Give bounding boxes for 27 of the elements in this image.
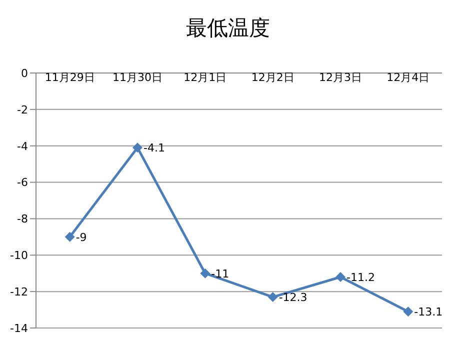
y-tick-label: -6 [17, 176, 28, 190]
x-tick-label: 12月3日 [319, 71, 362, 84]
x-tick-label: 12月2日 [251, 71, 294, 84]
data-label: -13.1 [414, 306, 443, 319]
x-tick-label: 11月29日 [44, 71, 95, 84]
y-tick-label: 0 [21, 66, 28, 80]
data-label: -4.1 [144, 142, 165, 155]
data-label: -11 [211, 267, 230, 280]
x-tick-label: 12月1日 [184, 71, 227, 84]
y-tick-label: -12 [10, 285, 28, 298]
y-tick-label: -14 [10, 322, 28, 335]
data-label: -11.2 [346, 270, 375, 284]
x-tick-label: 12月4日 [386, 71, 430, 84]
point [64, 232, 75, 242]
x-tick-label: 11月30日 [112, 71, 162, 84]
chart-title: 最低温度 [185, 15, 271, 42]
point [403, 306, 414, 317]
y-tick-label: -2 [17, 103, 28, 116]
point [132, 142, 142, 153]
y-tick-label: -8 [17, 212, 28, 226]
y-tick-label: -4 [17, 140, 28, 153]
point [200, 268, 210, 278]
point [268, 292, 278, 302]
y-tick-label: -10 [10, 249, 28, 262]
data-label: -9 [76, 230, 87, 244]
data-label: -12.3 [278, 290, 308, 304]
point [336, 272, 346, 282]
